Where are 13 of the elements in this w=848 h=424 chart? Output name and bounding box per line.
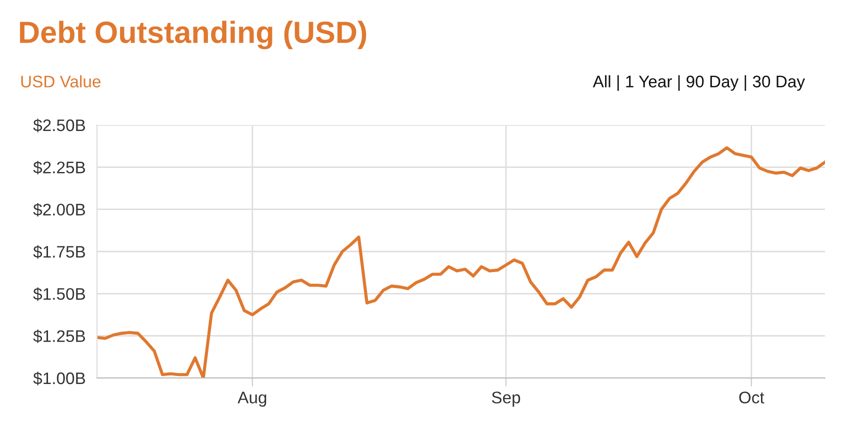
x-tick-label: Sep [492,392,520,407]
y-tick-label: $1.50B [33,287,86,301]
text: All | 1 Year | 90 Day | 30 Day [592,75,805,91]
y-tick-label: $2.50B [33,118,86,132]
chart-title: Debt Outstanding (USD) [20,20,366,50]
y-tick-label: $1.00B [33,372,86,386]
y-tick-label: $1.75B [33,245,86,259]
y-tick-label: $1.25B [33,330,86,344]
text: USD Value [21,75,100,88]
y-tick-label: $2.25B [33,160,86,174]
x-tick-label: Aug [238,392,266,407]
y-tick-label: $2.00B [33,203,86,217]
x-tick-label: Oct [739,392,764,404]
